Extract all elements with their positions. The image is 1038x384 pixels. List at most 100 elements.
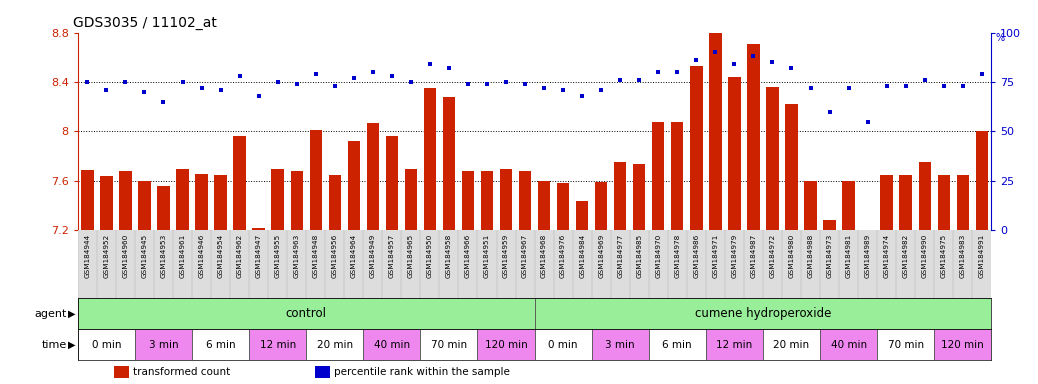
- Point: [859, 119, 876, 125]
- Point: [231, 73, 248, 79]
- Text: GSM184960: GSM184960: [122, 234, 129, 278]
- Text: GSM184986: GSM184986: [693, 234, 700, 278]
- Point: [383, 73, 400, 79]
- Bar: [176, 169, 189, 230]
- Point: [136, 89, 153, 95]
- Text: GSM184955: GSM184955: [275, 234, 280, 278]
- Point: [421, 61, 438, 67]
- Point: [269, 79, 285, 85]
- Text: time: time: [42, 340, 66, 350]
- Point: [289, 81, 305, 87]
- Text: GSM184952: GSM184952: [104, 234, 109, 278]
- Text: GSM184950: GSM184950: [427, 234, 433, 278]
- Bar: [747, 44, 760, 230]
- Bar: [557, 184, 569, 230]
- Point: [155, 99, 171, 105]
- Bar: [900, 175, 911, 230]
- Bar: [329, 175, 340, 230]
- Text: GSM184963: GSM184963: [294, 234, 300, 278]
- Point: [593, 87, 609, 93]
- Bar: [477, 329, 535, 360]
- Text: 6 min: 6 min: [662, 340, 692, 350]
- Point: [517, 81, 534, 87]
- Point: [935, 83, 952, 89]
- Point: [440, 65, 457, 71]
- Point: [821, 109, 838, 115]
- Bar: [291, 171, 303, 230]
- Text: GSM184979: GSM184979: [732, 234, 737, 278]
- Text: GSM184947: GSM184947: [255, 234, 262, 278]
- Text: GSM184989: GSM184989: [865, 234, 871, 278]
- Text: GSM184967: GSM184967: [522, 234, 528, 278]
- Point: [79, 79, 95, 85]
- Bar: [937, 175, 950, 230]
- Point: [403, 79, 419, 85]
- Text: GSM184957: GSM184957: [389, 234, 394, 278]
- Point: [574, 93, 591, 99]
- Bar: [348, 141, 360, 230]
- Bar: [138, 181, 151, 230]
- Bar: [614, 162, 626, 230]
- Bar: [309, 130, 322, 230]
- Text: GSM184987: GSM184987: [750, 234, 757, 278]
- Text: percentile rank within the sample: percentile rank within the sample: [333, 367, 510, 377]
- Bar: [880, 175, 893, 230]
- Text: GSM184944: GSM184944: [84, 234, 90, 278]
- Point: [917, 77, 933, 83]
- Point: [897, 83, 913, 89]
- Text: GSM184954: GSM184954: [218, 234, 223, 278]
- Text: GSM184962: GSM184962: [237, 234, 243, 278]
- Bar: [690, 66, 703, 230]
- Point: [611, 77, 628, 83]
- Bar: [306, 329, 363, 360]
- Text: GSM184982: GSM184982: [903, 234, 908, 278]
- Text: ▶: ▶: [67, 340, 75, 350]
- Point: [764, 59, 781, 65]
- Bar: [919, 162, 931, 230]
- Text: 3 min: 3 min: [605, 340, 635, 350]
- Bar: [729, 77, 740, 230]
- Point: [307, 71, 324, 77]
- Text: ▶: ▶: [67, 309, 75, 319]
- Bar: [820, 329, 877, 360]
- Bar: [500, 169, 512, 230]
- Text: GSM184985: GSM184985: [636, 234, 643, 278]
- Bar: [316, 366, 330, 378]
- Text: GSM184945: GSM184945: [141, 234, 147, 278]
- Text: GSM184981: GSM184981: [846, 234, 851, 278]
- Text: GSM184977: GSM184977: [618, 234, 623, 278]
- Point: [326, 83, 343, 89]
- Text: GSM184990: GSM184990: [922, 234, 928, 278]
- Text: 20 min: 20 min: [773, 340, 810, 350]
- Text: GSM184968: GSM184968: [541, 234, 547, 278]
- Bar: [786, 104, 797, 230]
- Text: 3 min: 3 min: [148, 340, 179, 350]
- Bar: [363, 329, 420, 360]
- Bar: [804, 181, 817, 230]
- Text: 12 min: 12 min: [260, 340, 296, 350]
- Point: [498, 79, 515, 85]
- Bar: [252, 228, 265, 230]
- Point: [554, 87, 571, 93]
- Text: 70 min: 70 min: [431, 340, 467, 350]
- Point: [745, 53, 762, 60]
- Bar: [114, 366, 129, 378]
- Point: [631, 77, 648, 83]
- Point: [460, 81, 476, 87]
- Bar: [405, 169, 417, 230]
- Text: 20 min: 20 min: [317, 340, 353, 350]
- Point: [802, 85, 819, 91]
- Bar: [234, 136, 246, 230]
- Bar: [649, 329, 706, 360]
- Text: 40 min: 40 min: [374, 340, 410, 350]
- Text: %: %: [995, 33, 1005, 43]
- Text: 12 min: 12 min: [716, 340, 753, 350]
- Bar: [934, 329, 991, 360]
- Text: GSM184976: GSM184976: [561, 234, 566, 278]
- Bar: [576, 201, 589, 230]
- Bar: [249, 329, 306, 360]
- Text: GSM184956: GSM184956: [332, 234, 337, 278]
- Bar: [481, 171, 493, 230]
- Text: 40 min: 40 min: [830, 340, 867, 350]
- Text: 0 min: 0 min: [91, 340, 121, 350]
